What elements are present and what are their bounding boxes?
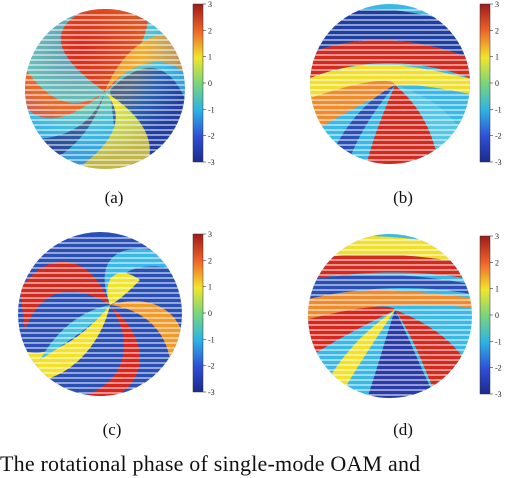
- phase-disc-d: [308, 234, 472, 398]
- colorbar-tick-label: 0: [208, 309, 212, 318]
- colorbar-tick-label: 3: [208, 0, 212, 9]
- colorbar-ticks-d: 3 2 1 0 -1 -2 -3: [490, 232, 502, 399]
- colorbar-a: 3 2 1 0 -1 -2 -3: [192, 0, 215, 167]
- colorbar-ticks-c: 3 2 1 0 -1 -2 -3: [203, 230, 215, 397]
- colorbar-d: 3 2 1 0 -1 -2 -3: [479, 232, 502, 399]
- colorbar-tick-label: -3: [208, 388, 215, 397]
- colorbar-tick-label: 1: [495, 285, 499, 294]
- colorbar-tick-label: -2: [495, 364, 502, 373]
- colorbar-tick-label: 2: [208, 256, 212, 265]
- colorbar-tick-label: 3: [495, 0, 499, 9]
- colorbar-b: 3 2 1 0 -1 -2 -3: [479, 0, 502, 167]
- panel-label-b: (b): [393, 188, 413, 207]
- colorbar-tick-label: 3: [208, 230, 212, 239]
- phase-disc-c: [18, 232, 182, 396]
- colorbar-ticks-a: 3 2 1 0 -1 -2 -3: [203, 0, 215, 167]
- colorbar-tick-label: -1: [495, 105, 502, 114]
- colorbar-tick-label: 2: [208, 26, 212, 35]
- colorbar-ticks-b: 3 2 1 0 -1 -2 -3: [490, 0, 502, 167]
- phase-map-c: 3 2 1 0 -1 -2 -3: [18, 230, 215, 397]
- panel-a: 3 2 1 0 -1 -2 -3 (a): [0, 0, 265, 220]
- colorbar-tick-label: -3: [208, 158, 215, 167]
- panel-b: 3 2 1 0 -1 -2 -3 (b): [265, 0, 530, 220]
- colorbar-tick-label: 1: [495, 53, 499, 62]
- colorbar-c: 3 2 1 0 -1 -2 -3: [192, 230, 215, 397]
- colorbar-tick-label: -1: [208, 335, 215, 344]
- colorbar-tick-label: -3: [495, 158, 502, 167]
- colorbar-tick-label: 2: [495, 26, 499, 35]
- colorbar-tick-label: 2: [495, 258, 499, 267]
- colorbar-tick-label: -2: [208, 132, 215, 141]
- panel-label-c: (c): [102, 420, 122, 439]
- colorbar-tick-label: 1: [208, 53, 212, 62]
- colorbar-tick-label: -1: [495, 337, 502, 346]
- panel-label-a: (a): [104, 188, 124, 207]
- figure-caption: The rotational phase of single-mode OAM …: [0, 451, 421, 476]
- panel-d: 3 2 1 0 -1 -2 -3 (d): [265, 230, 530, 450]
- phase-map-d: 3 2 1 0 -1 -2 -3: [308, 232, 502, 399]
- scan-lines-c: [18, 237, 182, 394]
- colorbar-tick-label: 0: [208, 79, 212, 88]
- colorbar-tick-label: 0: [495, 311, 499, 320]
- colorbar-tick-label: 1: [208, 283, 212, 292]
- panel-label-d: (d): [393, 420, 413, 439]
- phase-map-b: 3 2 1 0 -1 -2 -3: [310, 0, 502, 167]
- colorbar-tick-label: 0: [495, 79, 499, 88]
- colorbar-tick-label: -2: [495, 132, 502, 141]
- colorbar-tick-label: 3: [495, 232, 499, 241]
- colorbar-tick-label: -1: [208, 105, 215, 114]
- phase-map-a: 3 2 1 0 -1 -2 -3: [25, 0, 215, 169]
- panel-c: 3 2 1 0 -1 -2 -3 (c): [0, 230, 265, 450]
- colorbar-tick-label: -2: [208, 362, 215, 371]
- colorbar-tick-label: -3: [495, 390, 502, 399]
